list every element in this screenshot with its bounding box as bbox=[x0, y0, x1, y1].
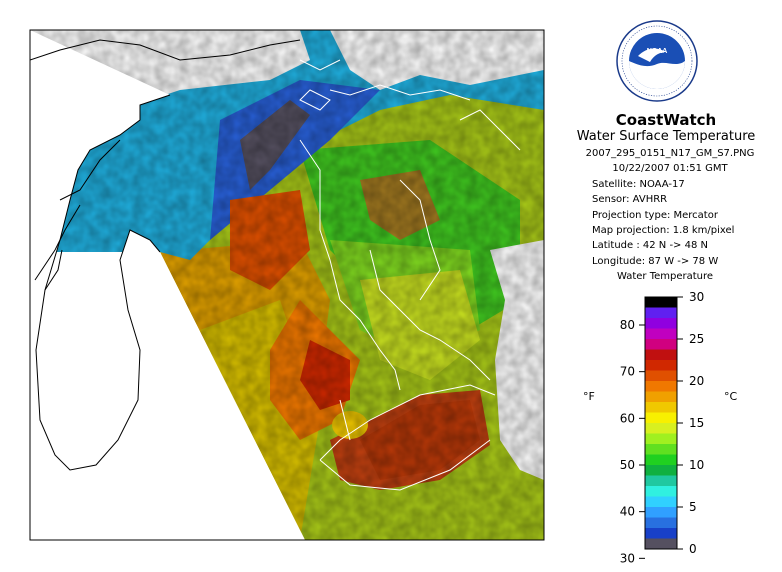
legend-swatch bbox=[645, 402, 677, 413]
map-projection: Map projection: 1.8 km/pixel bbox=[592, 225, 735, 237]
legend-swatch bbox=[645, 486, 677, 497]
noaa-logo: NOAA bbox=[616, 20, 698, 102]
legend-swatch bbox=[645, 349, 677, 361]
legend-swatch bbox=[645, 507, 677, 518]
legend-swatch bbox=[645, 339, 677, 350]
legend-swatch bbox=[645, 454, 677, 466]
longitude-range: Longitude: 87 W -> 78 W bbox=[592, 255, 719, 267]
projection-type: Projection type: Mercator bbox=[592, 209, 718, 221]
celsius-tick-label: 5 bbox=[689, 500, 697, 514]
product-title: Water Surface Temperature bbox=[576, 129, 756, 144]
celsius-tick-label: 10 bbox=[689, 458, 704, 472]
legend-swatch bbox=[645, 318, 677, 329]
noaa-logo-text: NOAA bbox=[647, 48, 668, 55]
filename: 2007_295_0151_N17_GM_S7.PNG bbox=[585, 148, 755, 159]
legend-swatch bbox=[645, 444, 677, 455]
legend-frame bbox=[644, 296, 678, 550]
legend-swatch bbox=[645, 328, 677, 340]
title-block: CoastWatch Water Surface Temperature bbox=[566, 112, 766, 145]
fahrenheit-tick-label: 50 bbox=[620, 458, 635, 472]
sst-map bbox=[29, 29, 545, 541]
fahrenheit-tick-label: 70 bbox=[620, 365, 635, 379]
celsius-tick-label: 20 bbox=[689, 374, 704, 388]
legend-swatch bbox=[645, 412, 677, 424]
legend-swatch bbox=[645, 297, 677, 308]
legend-swatch bbox=[645, 538, 677, 550]
unit-celsius: °C bbox=[724, 390, 738, 403]
map-frame bbox=[29, 29, 545, 541]
legend-swatch bbox=[645, 381, 677, 392]
fahrenheit-tick-label: 30 bbox=[620, 551, 635, 565]
legend-swatch bbox=[645, 517, 677, 529]
datetime: 10/22/2007 01:51 GMT bbox=[612, 163, 728, 175]
celsius-tick-label: 25 bbox=[689, 332, 704, 346]
brand-title: CoastWatch bbox=[615, 111, 717, 129]
legend-swatch bbox=[645, 391, 677, 403]
celsius-tick-label: 15 bbox=[689, 416, 704, 430]
legend-title: Water Temperature bbox=[616, 271, 714, 282]
fahrenheit-tick-label: 80 bbox=[620, 318, 635, 332]
legend-swatch bbox=[645, 370, 677, 382]
lake-michigan-area bbox=[30, 30, 305, 540]
sensor: Sensor: AVHRR bbox=[592, 194, 668, 206]
legend-swatch bbox=[645, 528, 677, 539]
legend-swatch bbox=[645, 433, 677, 445]
legend-swatch bbox=[645, 360, 677, 371]
legend-swatch bbox=[645, 496, 677, 508]
legend-swatch bbox=[645, 465, 677, 476]
celsius-tick-label: 0 bbox=[689, 542, 697, 556]
legend-swatch bbox=[645, 475, 677, 487]
latitude-range: Latitude : 42 N -> 48 N bbox=[592, 240, 708, 252]
fahrenheit-tick-label: 40 bbox=[620, 505, 635, 519]
coastline-overlays bbox=[299, 59, 521, 491]
celsius-tick-label: 30 bbox=[689, 290, 704, 304]
legend-swatch bbox=[645, 423, 677, 434]
lake-michigan-shoreline bbox=[35, 94, 171, 471]
metadata-block: 2007_295_0151_N17_GM_S7.PNG 10/22/2007 0… bbox=[570, 146, 770, 269]
map-frame-area bbox=[30, 30, 544, 540]
fahrenheit-tick-label: 60 bbox=[620, 411, 635, 425]
legend-swatch bbox=[645, 307, 677, 319]
unit-fahrenheit: °F bbox=[583, 390, 595, 403]
satellite: Satellite: NOAA-17 bbox=[592, 178, 685, 190]
